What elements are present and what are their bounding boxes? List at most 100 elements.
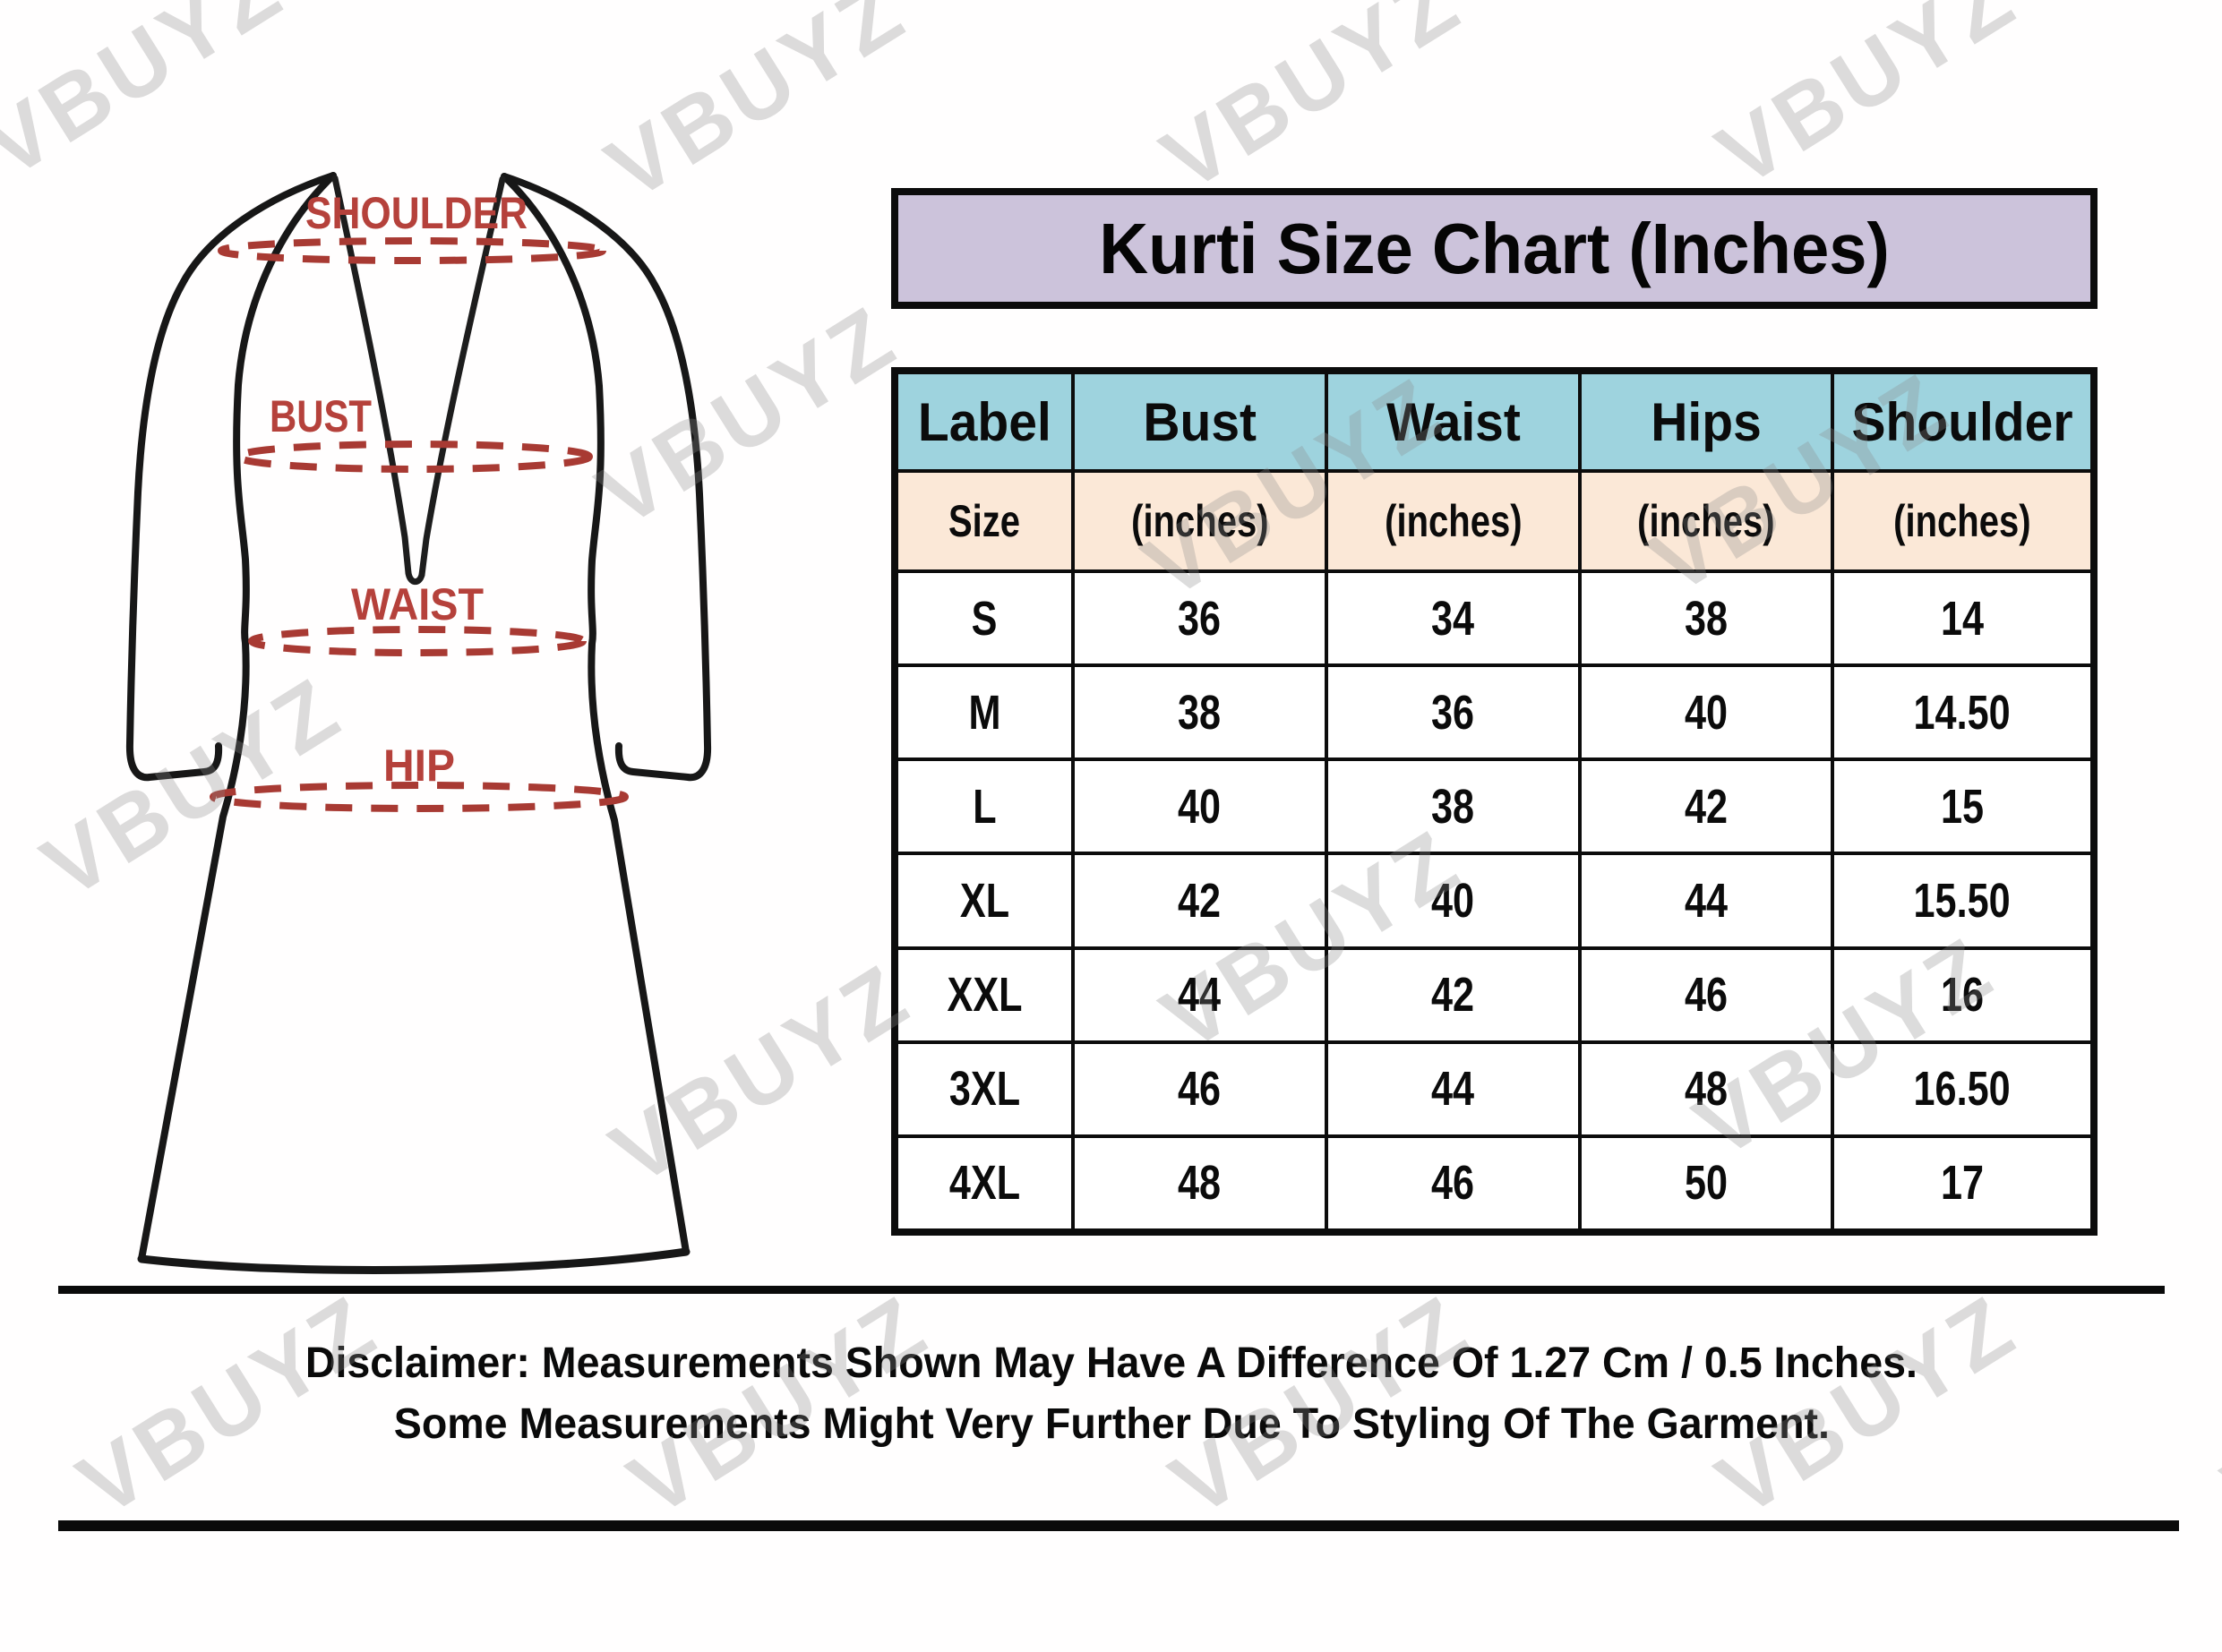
subheader-shoulder-units: (inches) [1834,473,2090,569]
measurement-value: 40 [1431,873,1475,928]
measurement-cell: 40 [1075,761,1325,852]
divider-rule-bottom [58,1520,2179,1531]
subheader-bust-units: (inches) [1075,473,1325,569]
measurement-value: 48 [1684,1062,1729,1117]
col-header-waist-text: Waist [1386,391,1521,452]
size-label-cell: S [898,573,1071,664]
measurement-value: 36 [1431,685,1475,740]
measurement-cell: 44 [1582,855,1831,946]
shoulder-measure-line [218,237,606,264]
title-banner: Kurti Size Chart (Inches) [891,188,2098,309]
measurement-cell: 38 [1075,667,1325,758]
disclaimer-line-1: Disclaimer: Measurements Shown May Have … [58,1342,2165,1385]
subheader-size: Size [898,473,1071,569]
kurti-right-sleeve-outline [501,173,712,782]
measurement-cell: 15 [1834,761,2090,852]
bust-label: BUST [270,391,372,441]
measurement-value: 46 [1684,968,1729,1023]
measurement-value: 16 [1940,968,1985,1023]
measurement-cell: 50 [1582,1137,1831,1228]
shoulder-label: SHOULDER [305,188,528,238]
size-label: M [968,685,1001,740]
measurement-cell: 34 [1328,573,1578,664]
col-header-hips-text: Hips [1651,391,1762,452]
size-label: S [972,591,998,646]
measurement-cell: 42 [1328,949,1578,1040]
size-label-cell: M [898,667,1071,758]
kurti-left-body-outline [138,172,337,1263]
subheader-hips-units: (inches) [1582,473,1831,569]
measurement-cell: 17 [1834,1137,2090,1228]
measurement-cell: 46 [1582,949,1831,1040]
col-header-bust-text: Bust [1143,391,1257,452]
page-title: Kurti Size Chart (Inches) [1099,208,1890,288]
size-label-cell: XXL [898,949,1071,1040]
hip-measure-line [210,782,629,812]
measurement-cell: 42 [1582,761,1831,852]
measurement-value: 15.50 [1913,873,2012,928]
measurement-value: 44 [1178,968,1222,1023]
measurement-cell: 48 [1582,1043,1831,1134]
measurement-cell: 16 [1834,949,2090,1040]
hip-label: HIP [383,740,455,791]
subheader-shoulder-units-text: (inches) [1893,496,2031,546]
col-header-label: Label [898,374,1071,469]
subheader-waist-units: (inches) [1328,473,1578,569]
measurement-value: 40 [1178,779,1222,834]
measurement-cell: 46 [1328,1137,1578,1228]
neck-slit-bottom [405,569,425,586]
measurement-cell: 44 [1075,949,1325,1040]
measurement-cell: 36 [1075,573,1325,664]
col-header-shoulder: Shoulder [1834,374,2090,469]
subheader-waist-units-text: (inches) [1384,496,1523,546]
measurement-value: 44 [1431,1062,1475,1117]
measurement-cell: 38 [1582,573,1831,664]
waist-measure-line [248,626,587,656]
size-label-cell: XL [898,855,1071,946]
measurement-value: 42 [1178,873,1222,928]
disclaimer-line-2: Some Measurements Might Very Further Due… [58,1403,2165,1446]
subheader-hips-units-text: (inches) [1637,496,1775,546]
disclaimer-line-1-text: Disclaimer: Measurements Shown May Have … [305,1340,1918,1387]
measurement-cell: 16.50 [1834,1043,2090,1134]
kurti-right-body-outline [501,173,690,1255]
size-label-cell: 3XL [898,1043,1071,1134]
measurement-value: 38 [1684,591,1729,646]
neck-slit-right [418,175,506,578]
measurement-cell: 46 [1075,1043,1325,1134]
measurement-value: 42 [1684,779,1729,834]
col-header-label-text: Label [918,391,1051,452]
measurement-value: 38 [1178,685,1222,740]
measurement-value: 14.50 [1913,685,2012,740]
measurement-cell: 36 [1328,667,1578,758]
measurement-cell: 40 [1328,855,1578,946]
waist-label: WAIST [351,579,484,629]
subheader-bust-units-text: (inches) [1130,496,1269,546]
divider-rule-top [58,1286,2165,1294]
size-label-cell: L [898,761,1071,852]
measurement-cell: 15.50 [1834,855,2090,946]
size-label-cell: 4XL [898,1137,1071,1228]
measurement-value: 46 [1178,1062,1222,1117]
measurement-value: 50 [1684,1156,1729,1211]
subheader-size-text: Size [948,496,1021,546]
measurement-cell: 44 [1328,1043,1578,1134]
size-label: 3XL [948,1062,1021,1117]
size-label: L [973,779,997,834]
bust-measure-line [235,441,593,473]
size-label: 4XL [948,1156,1021,1211]
col-header-waist: Waist [1328,374,1578,469]
measurement-cell: 14 [1834,573,2090,664]
measurement-value: 40 [1684,685,1729,740]
kurti-left-sleeve-outline [125,172,337,782]
measurement-value: 48 [1178,1156,1222,1211]
measurement-value: 38 [1431,779,1475,834]
measurement-value: 17 [1940,1156,1985,1211]
measurement-value: 16.50 [1913,1062,2012,1117]
measurement-value: 42 [1431,968,1475,1023]
measurement-value: 14 [1940,591,1985,646]
measurement-cell: 48 [1075,1137,1325,1228]
neck-slit-left [331,175,412,577]
